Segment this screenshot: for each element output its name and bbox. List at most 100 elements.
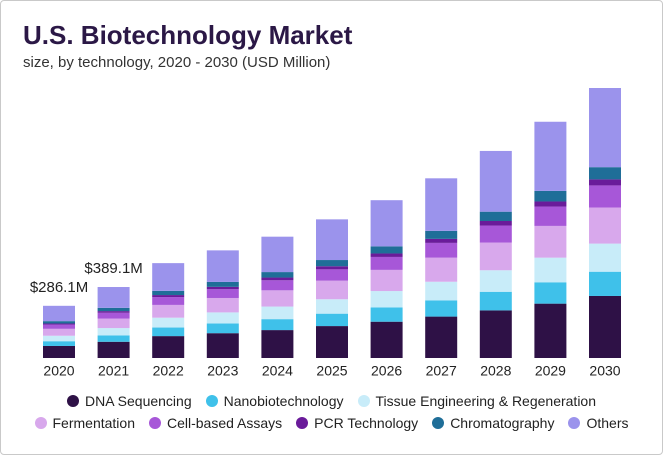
- bar-segment: [425, 281, 458, 301]
- legend-item: Nanobiotechnology: [205, 393, 344, 409]
- bar-segment: [479, 270, 512, 292]
- bar-segment: [479, 225, 512, 243]
- bar-segment: [152, 327, 185, 337]
- bar-segment: [534, 282, 567, 304]
- legend-label: PCR Technology: [314, 415, 419, 431]
- bar-segment: [206, 286, 239, 290]
- legend-label: Nanobiotechnology: [223, 393, 344, 409]
- bar-segment: [261, 290, 294, 307]
- legend-item: DNA Sequencing: [66, 393, 192, 409]
- bar-segment: [425, 230, 458, 239]
- legend-item: Tissue Engineering & Regeneration: [357, 393, 597, 409]
- bar-segment: [589, 207, 621, 244]
- bar-segment: [97, 341, 130, 358]
- bar-segment: [152, 297, 185, 305]
- total-label: $286.1M: [30, 279, 88, 296]
- bar-segment: [534, 121, 567, 191]
- x-tick-label: 2026: [371, 363, 402, 379]
- bar-segment: [316, 266, 348, 270]
- legend-swatch: [432, 417, 445, 429]
- bar-segment: [316, 313, 348, 327]
- bar-segment: [370, 256, 403, 270]
- x-tick-label: 2029: [535, 363, 566, 379]
- bar-segment: [43, 328, 75, 336]
- bar-segment: [97, 328, 130, 336]
- legend-row: DNA Sequencing Nanobiotechnology Tissue En…: [1, 393, 662, 409]
- bar-segment: [479, 310, 512, 358]
- x-tick-label: 2027: [426, 363, 457, 379]
- bar-segment: [589, 243, 621, 272]
- bar-segment: [316, 269, 348, 281]
- bar-segment: [534, 201, 567, 207]
- bar-segment: [425, 238, 458, 243]
- bar-segment: [534, 190, 567, 202]
- x-tick-label: 2030: [589, 363, 620, 379]
- x-tick-label: 2024: [262, 363, 293, 379]
- bar-segment: [152, 304, 185, 318]
- bar-segment: [534, 303, 567, 358]
- bar-segment: [152, 295, 185, 298]
- bar-segment: [261, 280, 294, 291]
- legend-label: Fermentation: [52, 415, 135, 431]
- bar-segment: [97, 318, 130, 329]
- chart: U.S. Biotechnology Market size, by techn…: [23, 20, 621, 379]
- bar-segment: [589, 179, 621, 186]
- bar-segment: [43, 305, 75, 322]
- bar-segment: [206, 312, 239, 324]
- legend-swatch: [205, 395, 218, 407]
- legend-label: Cell-based Assays: [166, 415, 283, 431]
- bar-segment: [589, 88, 621, 168]
- legend-swatch: [357, 395, 370, 407]
- bar-segment: [370, 246, 403, 254]
- bar-segment: [97, 307, 130, 312]
- bar-segment: [370, 269, 403, 292]
- bar-segment: [534, 257, 567, 283]
- bar-segment: [589, 185, 621, 208]
- bar-segment: [370, 307, 403, 322]
- chart-title: U.S. Biotechnology Market: [23, 20, 353, 50]
- bar-segment: [316, 326, 348, 358]
- bar-segment: [206, 289, 239, 298]
- bar-segment: [589, 295, 621, 358]
- legend-label: Tissue Engineering & Regeneration: [375, 393, 597, 409]
- bar-segment: [425, 300, 458, 317]
- legend: DNA Sequencing Nanobiotechnology Tissue En…: [1, 393, 662, 437]
- bar-segment: [370, 321, 403, 358]
- bar-segment: [152, 290, 185, 296]
- legend-row: Fermentation Cell-based Assays PCR Technol…: [1, 415, 662, 431]
- bar-segment: [425, 257, 458, 282]
- chart-subtitle: size, by technology, 2020 - 2030 (USD Mi…: [23, 54, 330, 71]
- bar-segment: [425, 178, 458, 231]
- bar-segment: [97, 335, 130, 342]
- bar-segment: [316, 260, 348, 267]
- x-tick-label: 2020: [43, 363, 74, 379]
- bar-segment: [479, 220, 512, 226]
- legend-item: Others: [568, 415, 628, 431]
- bar-segment: [534, 206, 567, 226]
- bar-segment: [152, 263, 185, 291]
- bar-segment: [479, 211, 512, 221]
- legend-item: Cell-based Assays: [148, 415, 283, 431]
- legend-swatch: [66, 395, 79, 407]
- bar-segment: [261, 236, 294, 273]
- bar-segment: [370, 291, 403, 308]
- x-tick-label: 2022: [153, 363, 184, 379]
- bar-segment: [43, 335, 75, 342]
- bar-segment: [261, 306, 294, 320]
- bar-segment: [589, 271, 621, 296]
- legend-item: Fermentation: [34, 415, 135, 431]
- x-tick-label: 2025: [316, 363, 347, 379]
- bar-segment: [206, 297, 239, 313]
- bar-segment: [152, 336, 185, 358]
- bar-segment: [425, 316, 458, 358]
- legend-swatch: [296, 417, 309, 429]
- bar-segment: [316, 299, 348, 314]
- bar-segment: [97, 311, 130, 313]
- bar-segment: [370, 200, 403, 247]
- bar-segment: [261, 319, 294, 331]
- legend-label: Chromatography: [450, 415, 555, 431]
- legend-item: Chromatography: [432, 415, 554, 431]
- bar-segment: [425, 242, 458, 258]
- bar-segment: [43, 323, 75, 325]
